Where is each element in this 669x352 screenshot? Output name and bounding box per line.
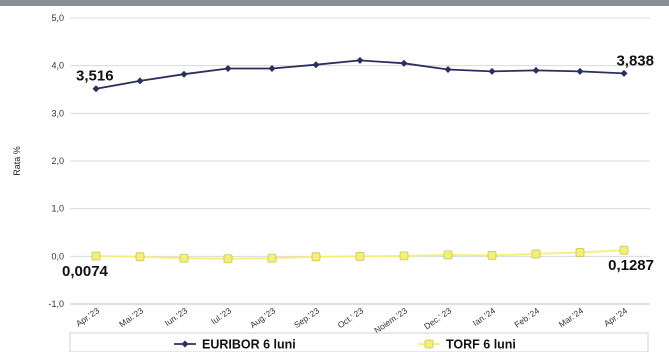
euribor-point <box>532 66 540 74</box>
euribor-point <box>576 67 584 75</box>
x-tick-label: Oct.' 23 <box>336 305 366 330</box>
x-tick-label: Aug.'23 <box>248 305 277 330</box>
legend-label: TORF 6 luni <box>446 338 516 352</box>
torf-point <box>399 251 409 261</box>
torf-point <box>223 254 233 264</box>
euribor-point <box>400 59 408 67</box>
series-lines <box>95 59 625 260</box>
data-label: 3,838 <box>616 52 654 69</box>
x-tick-label: Mar.'24 <box>557 305 586 329</box>
euribor-point <box>92 85 100 93</box>
torf-point <box>531 249 541 259</box>
euribor-point <box>488 67 496 75</box>
y-tick-label: 4,0 <box>51 61 64 71</box>
torf-point <box>91 251 101 261</box>
x-tick-label: Dec.' 23 <box>422 305 453 331</box>
top-border-bar <box>0 0 669 6</box>
euribor-point <box>224 65 232 73</box>
x-tick-label: Feb.'24 <box>512 305 541 329</box>
x-tick-label: Sep.'23 <box>292 305 321 330</box>
torf-point <box>135 252 145 262</box>
legend-marker <box>181 340 189 348</box>
torf-point <box>267 253 277 263</box>
euribor-point <box>444 65 452 73</box>
x-tick-label: Mai.'23 <box>117 305 145 329</box>
x-axis-ticks: Apr.'23 Mai.'23 Iun.'23 Iul.'23 Aug.'23 Sep.'… <box>74 305 629 335</box>
torf-point <box>355 251 365 261</box>
torf-point <box>487 250 497 260</box>
data-label: 0,0074 <box>62 263 109 280</box>
torf-point <box>179 253 189 263</box>
data-label: 3,516 <box>76 68 114 85</box>
euribor-point <box>268 65 276 73</box>
euribor-point <box>620 69 628 77</box>
x-tick-label: Iun.'23 <box>163 305 190 328</box>
torf-point <box>575 248 585 257</box>
y-tick-label: -1,0 <box>48 299 64 309</box>
y-tick-label: 0,0 <box>51 251 64 261</box>
euribor-point <box>180 70 188 78</box>
x-tick-label: Noiem.'23 <box>372 305 409 335</box>
y-axis-label: Rata % <box>12 146 22 176</box>
series-line-euribor <box>95 59 625 90</box>
legend-marker <box>424 339 434 349</box>
data-labels: 3,516 3,838 0,0074 0,1287 <box>62 52 654 280</box>
data-label: 0,1287 <box>608 257 654 274</box>
y-tick-label: 5,0 <box>51 13 64 23</box>
y-tick-label: 1,0 <box>51 204 64 214</box>
x-tick-label: Iul.'23 <box>209 305 233 326</box>
x-tick-label: Apr.'23 <box>74 305 101 328</box>
y-axis-ticks: -1,0 0,0 1,0 2,0 3,0 4,0 5,0 <box>48 13 64 309</box>
y-tick-label: 3,0 <box>51 108 64 118</box>
legend: EURIBOR 6 luni TORF 6 luni <box>69 332 649 352</box>
euribor-point <box>356 56 364 64</box>
x-tick-label: Apr.'24 <box>602 305 629 328</box>
euribor-point <box>136 77 144 85</box>
legend-label: EURIBOR 6 luni <box>202 338 296 352</box>
torf-point <box>443 250 453 260</box>
gridlines <box>70 17 650 305</box>
euribor-point <box>312 61 320 69</box>
torf-point <box>311 252 321 262</box>
torf-point <box>619 245 629 255</box>
series-points <box>91 56 629 264</box>
legend-box <box>69 332 649 352</box>
x-tick-label: Ian.'24 <box>471 305 498 328</box>
y-tick-label: 2,0 <box>51 156 64 166</box>
